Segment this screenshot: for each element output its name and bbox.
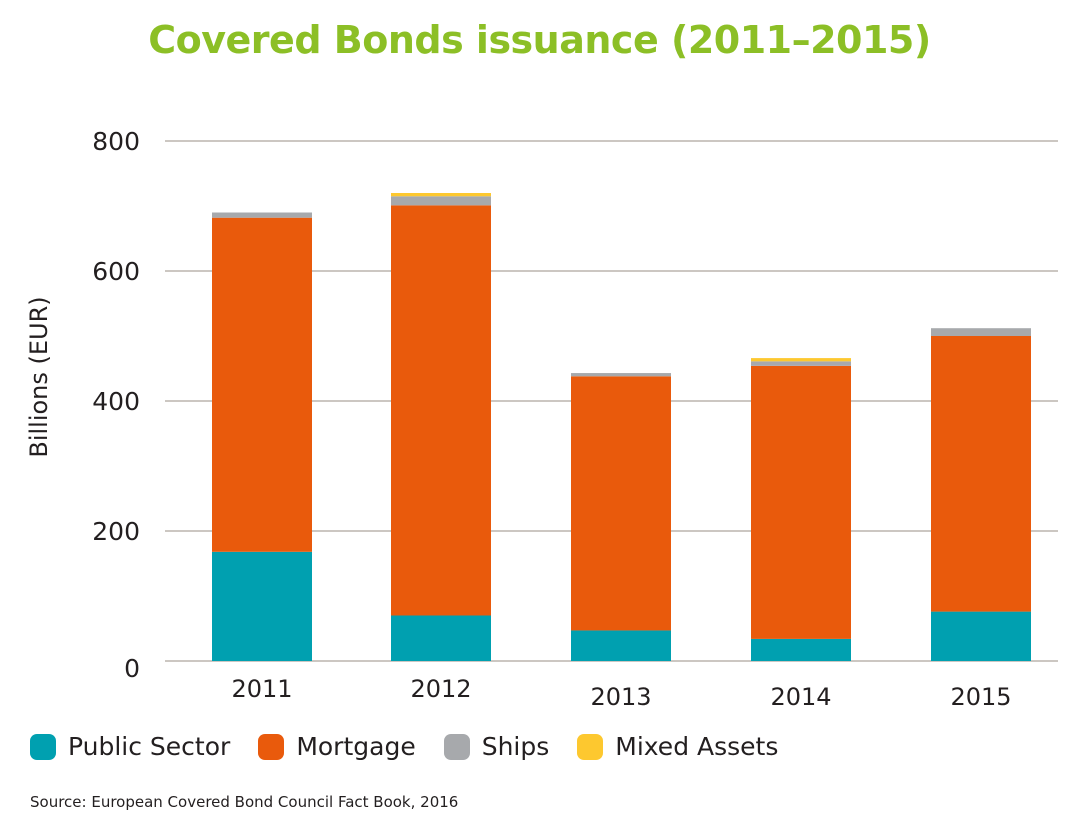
y-tick-label: 200 bbox=[92, 517, 140, 546]
legend-label: Mixed Assets bbox=[615, 732, 779, 761]
legend-label: Mortgage bbox=[296, 732, 416, 761]
y-tick-label: 800 bbox=[92, 127, 140, 156]
bar-2014-ships bbox=[751, 361, 851, 366]
legend-swatch bbox=[258, 733, 285, 760]
bar-2011-public-sector bbox=[212, 551, 312, 661]
y-tick-label: 400 bbox=[92, 387, 140, 416]
x-tick-labels: 2011 2012 2013 2014 2015 bbox=[231, 675, 1011, 711]
bar-2015-public-sector bbox=[931, 611, 1031, 661]
bar-2013-public-sector bbox=[571, 630, 671, 661]
x-tick-label: 2014 bbox=[770, 683, 831, 711]
bar-2011-ships bbox=[212, 212, 312, 218]
x-tick-label: 2011 bbox=[231, 675, 292, 703]
bar-2012-mixed-assets bbox=[391, 193, 491, 197]
y-tick-labels: 0 200 400 600 800 bbox=[92, 127, 140, 683]
y-tick-label: 600 bbox=[92, 257, 140, 286]
legend-item-public-sector: Public Sector bbox=[30, 732, 230, 761]
bar-2012-mortgage bbox=[391, 205, 491, 616]
legend-swatch bbox=[30, 733, 56, 760]
y-axis-label: Billions (EUR) bbox=[25, 296, 53, 457]
bars bbox=[212, 193, 1031, 661]
legend-label: Ships bbox=[481, 732, 550, 761]
bar-2014-mortgage bbox=[751, 365, 851, 639]
source-note: Source: European Covered Bond Council Fa… bbox=[30, 793, 459, 811]
legend-item-mortgage: Mortgage bbox=[258, 732, 416, 761]
bar-2014-public-sector bbox=[751, 638, 851, 661]
chart-title: Covered Bonds issuance (2011–2015) bbox=[148, 18, 931, 62]
bar-2014-mixed-assets bbox=[751, 358, 851, 362]
bar-2011-mortgage bbox=[212, 217, 312, 552]
x-tick-label: 2013 bbox=[590, 683, 651, 711]
legend-label: Public Sector bbox=[68, 732, 231, 761]
bar-2015-mortgage bbox=[931, 336, 1031, 612]
legend: Public Sector Mortgage Ships Mixed Assets bbox=[30, 732, 806, 761]
legend-swatch bbox=[577, 733, 604, 760]
legend-item-ships: Ships bbox=[443, 732, 550, 761]
bar-2015-ships bbox=[931, 328, 1031, 336]
bar-2012-ships bbox=[391, 196, 491, 206]
legend-swatch bbox=[443, 733, 470, 760]
x-tick-label: 2015 bbox=[950, 683, 1011, 711]
legend-item-mixed-assets: Mixed Assets bbox=[577, 732, 778, 761]
bar-2013-mortgage bbox=[571, 376, 671, 631]
bar-2013-ships bbox=[571, 373, 671, 377]
x-tick-label: 2012 bbox=[410, 675, 471, 703]
y-tick-label: 0 bbox=[124, 654, 140, 683]
bar-2012-public-sector bbox=[391, 615, 491, 661]
